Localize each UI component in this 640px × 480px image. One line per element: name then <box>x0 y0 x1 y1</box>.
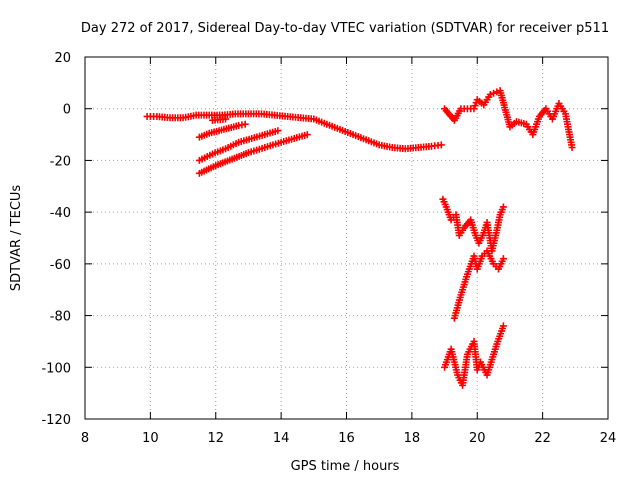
y-tick-label: -60 <box>50 258 71 273</box>
y-axis-label: SDTVAR / TECUs <box>9 185 24 292</box>
series-group-60 <box>450 247 507 322</box>
y-tick-labels: -120 -100 -80 -60 -40 -20 0 20 <box>41 51 71 428</box>
data-point <box>486 90 494 98</box>
x-tick-label: 14 <box>273 431 290 446</box>
chart-title: Day 272 of 2017, Sidereal Day-to-day VTE… <box>81 21 609 36</box>
y-tick-label: 20 <box>54 51 71 66</box>
data-point <box>568 144 576 151</box>
series-arc-3 <box>195 131 311 177</box>
series-main-track <box>143 110 445 153</box>
series-late-cluster-2 <box>490 87 576 151</box>
grid-lines <box>85 57 608 419</box>
data-point <box>222 115 230 123</box>
x-axis-label: GPS time / hours <box>291 459 400 474</box>
x-tick-label: 16 <box>338 431 355 446</box>
data-point <box>437 141 445 149</box>
x-tick-labels: 8 10 12 14 16 18 20 22 24 <box>81 431 616 446</box>
axis-ticks <box>84 56 609 420</box>
x-tick-label: 22 <box>534 431 551 446</box>
x-tick-label: 8 <box>81 431 89 446</box>
y-tick-label: 0 <box>63 103 71 118</box>
x-tick-label: 10 <box>142 431 159 446</box>
data-point <box>303 131 311 139</box>
data-point <box>493 88 501 96</box>
series-late-cluster-1 <box>441 90 494 124</box>
y-tick-label: -100 <box>41 361 71 376</box>
data-point <box>274 127 282 135</box>
y-tick-label: -40 <box>50 206 71 221</box>
data-point <box>499 203 507 211</box>
series-group-100 <box>441 322 507 389</box>
series-arc-1 <box>195 120 249 141</box>
y-tick-label: -20 <box>50 154 71 169</box>
data-point <box>499 322 507 330</box>
data-point <box>241 120 249 128</box>
x-tick-label: 18 <box>404 431 421 446</box>
y-tick-label: -120 <box>41 413 71 428</box>
data-point <box>490 89 498 97</box>
x-tick-label: 24 <box>600 431 617 446</box>
series-group-40 <box>439 195 507 255</box>
data-points <box>143 87 576 389</box>
x-tick-label: 12 <box>207 431 224 446</box>
x-tick-label: 20 <box>469 431 486 446</box>
series-arc-2 <box>195 127 282 164</box>
y-tick-label: -80 <box>50 310 71 325</box>
data-point <box>499 255 507 263</box>
series-arc-4 <box>208 115 230 124</box>
